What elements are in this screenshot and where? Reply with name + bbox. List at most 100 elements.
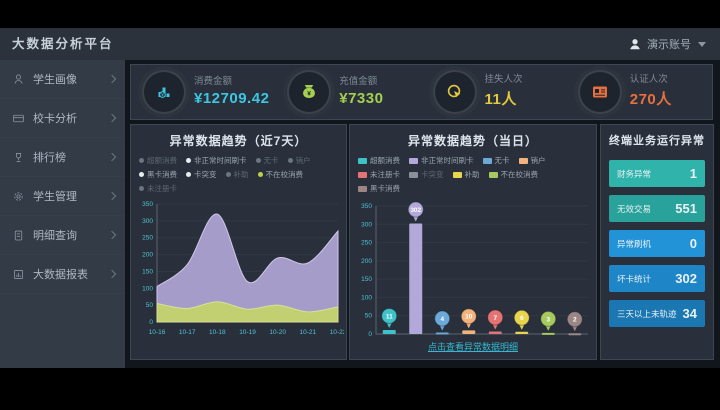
terminal-stat-row: 财务异常 1 <box>609 160 705 187</box>
y-tick-label: 50 <box>146 302 154 309</box>
panel-title: 异常数据趋势（当日） <box>407 134 538 148</box>
legend-marker-icon <box>139 186 144 191</box>
legend-marker-icon <box>287 158 293 163</box>
bar <box>488 331 502 334</box>
stat-value: 551 <box>675 201 697 216</box>
legend-item[interactable]: 非正常时间刷卡 <box>186 155 247 166</box>
balloon-icon <box>487 309 504 326</box>
bar-value-label: 2 <box>573 317 577 324</box>
top-bar: 大数据分析平台 演示账号 <box>0 28 720 61</box>
legend-item[interactable]: 补助 <box>452 169 480 180</box>
svg-text:¥: ¥ <box>307 91 311 98</box>
svg-text:¥: ¥ <box>161 93 165 99</box>
kpi-label: 充值金额 <box>339 76 378 88</box>
legend-marker-icon <box>186 172 191 177</box>
x-tick-label: 10-22 <box>330 329 344 336</box>
trophy-icon <box>16 152 21 162</box>
terminal-stat-row: 无效交易 551 <box>609 195 705 222</box>
user-name: 演示账号 <box>647 39 691 51</box>
legend-label: 超额消费 <box>370 156 400 165</box>
legend-label: 非正常时间刷卡 <box>421 156 474 165</box>
caret-down-icon <box>698 41 706 47</box>
gear-icon <box>14 191 23 201</box>
report-chart-icon <box>14 269 23 279</box>
stat-value: 34 <box>682 306 697 321</box>
sidebar-item-student-profile[interactable]: 学生画像 <box>0 60 125 99</box>
stat-label: 财务异常 <box>617 168 652 179</box>
bar-value-label: 3 <box>546 316 550 323</box>
balloon-icon <box>566 311 583 328</box>
balloon-icon <box>513 309 530 326</box>
legend-item[interactable]: 卡突变 <box>409 169 444 180</box>
legend-item[interactable]: 卡突变 <box>186 169 217 180</box>
stat-label: 异常刷机 <box>617 238 652 249</box>
sidebar-item-label: 排行榜 <box>33 152 66 164</box>
card-icon <box>13 114 24 122</box>
kpi-icon-circle <box>434 72 475 112</box>
sidebar-item-rankings[interactable]: 排行榜 <box>0 138 125 177</box>
legend-marker-icon <box>139 158 144 163</box>
sidebar-item-bigdata-report[interactable]: 大数据报表 <box>0 255 125 294</box>
sidebar-item-label: 学生画像 <box>33 74 77 86</box>
bar <box>435 332 449 335</box>
legend-item[interactable]: 超额消费 <box>139 155 177 166</box>
sidebar-item-student-management[interactable]: 学生管理 <box>0 177 125 216</box>
legend-item[interactable]: 无卡 <box>255 155 279 166</box>
sidebar-item-card-analysis[interactable]: 校卡分析 <box>0 99 125 138</box>
balloon-icon <box>460 308 477 325</box>
consumption-bars-icon: ¥ <box>158 87 170 99</box>
legend-item[interactable]: 销户 <box>518 155 546 166</box>
app-title: 大数据分析平台 <box>12 37 114 51</box>
legend-marker-icon <box>409 157 418 164</box>
legend-item[interactable]: 销户 <box>287 155 311 166</box>
terminal-stat-row: 坏卡统计 302 <box>609 265 705 292</box>
bar-chart-svg: 0 50 100 150 200 250 300 350 11 302 4 10 7 6 3 2 <box>361 201 588 338</box>
terminal-rows: 财务异常 1 无效交易 551 异常刷机 0 坏卡统计 302 三天以上未轨迹 <box>601 152 713 327</box>
view-detail-link[interactable]: 点击查看异常数据明细 <box>427 342 518 352</box>
x-tick-label: 10-17 <box>179 329 196 336</box>
legend-item[interactable]: 无卡 <box>482 155 510 166</box>
y-tick-label: 100 <box>142 285 153 292</box>
bar-value-label: 4 <box>440 316 444 323</box>
legend-marker-icon <box>409 171 418 178</box>
x-tick-label: 10-19 <box>239 329 256 336</box>
legend-item[interactable]: 不在校消费 <box>488 169 539 180</box>
bar <box>568 333 582 336</box>
panel-title: 终端业务运行异常 <box>609 135 705 147</box>
legend-item[interactable]: 超额消费 <box>358 155 400 166</box>
legend-item[interactable]: 黑卡消费 <box>358 183 400 194</box>
bar-chart: 0 50 100 150 200 250 300 350 11 302 4 10 7 6 3 2 <box>350 196 596 338</box>
balloon-icon <box>434 310 451 327</box>
area-series <box>156 301 339 323</box>
y-tick-label: 150 <box>142 268 153 275</box>
y-tick-label: 0 <box>368 331 372 338</box>
y-tick-label: 50 <box>365 313 373 320</box>
legend-item[interactable]: 黑卡消费 <box>139 169 177 180</box>
stat-label: 三天以上未轨迹 <box>617 308 677 319</box>
legend-marker-icon <box>358 185 367 192</box>
legend-label: 无卡 <box>494 156 510 165</box>
chevron-right-icon <box>107 152 117 162</box>
legend-item[interactable]: 未注册卡 <box>358 169 400 180</box>
user-avatar-icon <box>630 39 640 50</box>
chevron-right-icon <box>107 74 117 84</box>
legend-label: 黑卡消费 <box>370 184 400 193</box>
legend-item[interactable]: 非正常时间刷卡 <box>409 155 474 166</box>
legend-label: 不在校消费 <box>500 170 539 179</box>
bar-value-label: 11 <box>386 313 393 320</box>
legend-label: 补助 <box>233 170 249 179</box>
y-tick-label: 350 <box>142 201 153 208</box>
legend-item[interactable]: 补助 <box>225 169 249 180</box>
legend-marker-icon <box>358 171 367 178</box>
chevron-right-icon <box>107 230 117 240</box>
legend-label: 卡突变 <box>421 170 444 179</box>
main-content: ¥ 消费金额 ¥12709.42 ¥ 充值金额 <box>125 60 720 368</box>
legend-marker-icon <box>186 158 191 163</box>
stat-label: 坏卡统计 <box>617 273 652 284</box>
legend-item[interactable]: 不在校消费 <box>257 169 303 180</box>
user-menu[interactable]: 演示账号 <box>628 28 706 60</box>
area-chart-svg: 0 50 100 150 200 250 300 350 10-16 10-17 10-18 10-1… <box>142 201 344 336</box>
sidebar-item-detail-query[interactable]: 明细查询 <box>0 216 125 255</box>
legend-item[interactable]: 未注册卡 <box>139 183 177 194</box>
kpi-icon-circle <box>579 72 620 112</box>
